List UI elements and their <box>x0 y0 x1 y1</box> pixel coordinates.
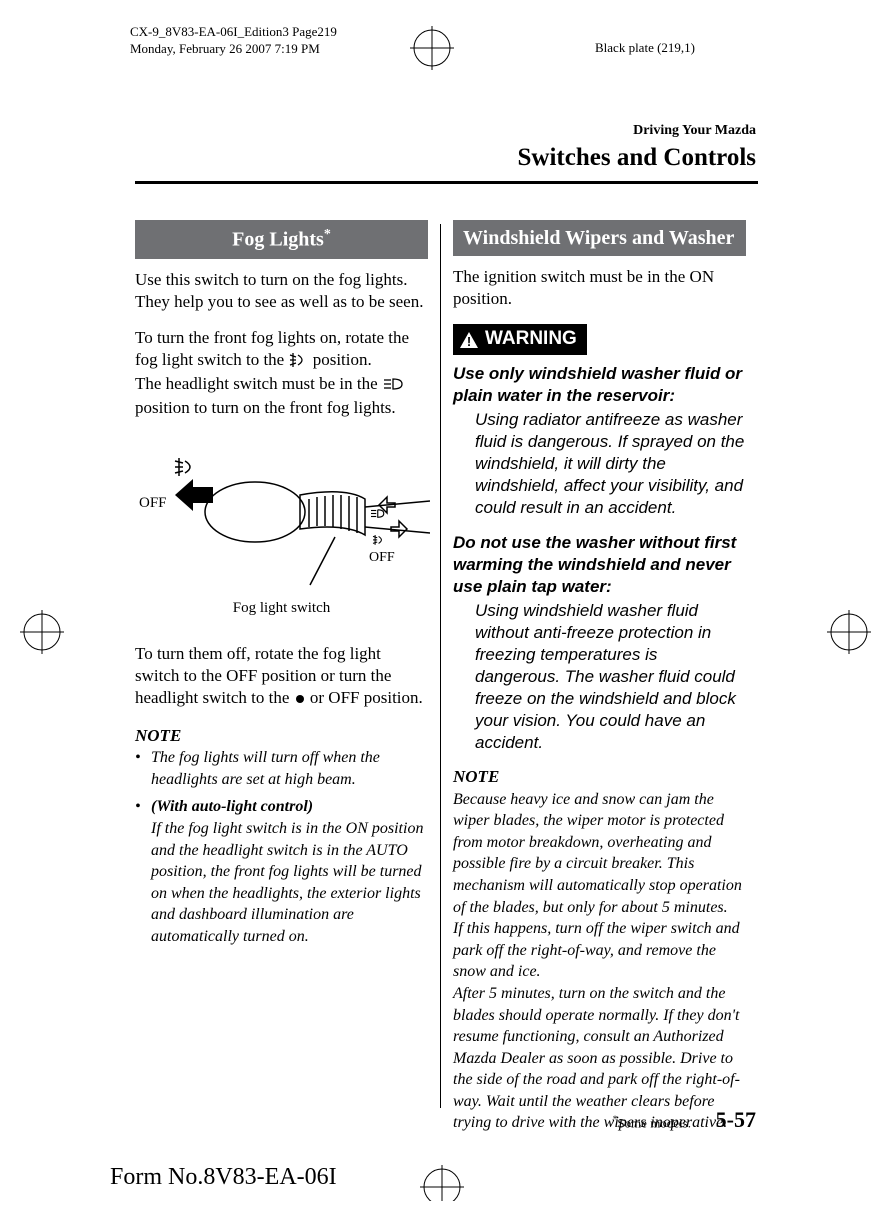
fog-light-symbol-icon <box>288 351 308 373</box>
note2-head: (With auto-light control) <box>151 798 313 815</box>
wipers-banner: Windshield Wipers and Washer <box>453 220 746 256</box>
fig-off-label: OFF <box>139 495 167 511</box>
note-item-1: The fog lights will turn off when the he… <box>135 747 428 790</box>
svg-text:OFF: OFF <box>369 550 395 565</box>
note-list-left: The fog lights will turn off when the he… <box>135 747 428 947</box>
note2-body: If the fog light switch is in the ON pos… <box>151 820 423 945</box>
fog-switch-illustration-icon: OFF OFF <box>135 437 430 587</box>
footer-some-models: *Some models. <box>613 1114 691 1132</box>
note-heading-left: NOTE <box>135 725 428 747</box>
header-info: CX-9_8V83-EA-06I_Edition3 Page219 Monday… <box>130 24 337 58</box>
warning-text: WARNING <box>485 327 577 352</box>
footer-page-number: 5-57 <box>716 1106 756 1135</box>
black-plate-label: Black plate (219,1) <box>595 40 695 57</box>
headlight-symbol-icon <box>382 375 404 397</box>
figure-caption: Fog light switch <box>135 599 428 619</box>
form-number: Form No.8V83-EA-06I <box>110 1162 337 1193</box>
warn2-head: Do not use the washer without first warm… <box>453 532 746 598</box>
banner-asterisk: * <box>324 227 331 242</box>
content-columns: Fog Lights* Use this switch to turn on t… <box>135 220 758 1134</box>
fog-p1: Use this switch to turn on the fog light… <box>135 269 428 313</box>
banner-text: Fog Lights <box>232 229 324 251</box>
chapter-supertitle: Driving Your Mazda <box>518 122 756 140</box>
dot-symbol-icon <box>294 689 306 711</box>
registration-mark-right-icon <box>827 610 871 660</box>
fog-lights-banner: Fog Lights* <box>135 220 428 259</box>
registration-mark-left-icon <box>20 610 64 660</box>
header-rule <box>135 181 758 184</box>
right-column: Windshield Wipers and Washer The ignitio… <box>441 220 746 1134</box>
warning-label: ! WARNING <box>453 324 587 355</box>
warn2-body: Using windshield washer fluid without an… <box>475 600 746 755</box>
fog-p4: To turn them off, rotate the fog light s… <box>135 643 428 711</box>
note-body-1: Because heavy ice and snow can jam the w… <box>453 789 746 919</box>
registration-mark-bottom-icon <box>420 1165 464 1207</box>
fog-switch-figure: OFF OFF Fog <box>135 437 428 619</box>
warn1-body: Using radiator antifreeze as washer flui… <box>475 409 746 519</box>
chapter-title: Switches and Controls <box>518 142 756 175</box>
doc-id: CX-9_8V83-EA-06I_Edition3 Page219 <box>130 24 337 41</box>
note-item-2: (With auto-light control) If the fog lig… <box>135 796 428 947</box>
left-column: Fog Lights* Use this switch to turn on t… <box>135 220 440 1134</box>
note-heading-right: NOTE <box>453 766 746 788</box>
registration-mark-top-icon <box>410 26 454 76</box>
fog-p2: To turn the front fog lights on, rotate … <box>135 327 428 419</box>
note-body-3: After 5 minutes, turn on the switch and … <box>453 983 746 1134</box>
note-body-2: If this happens, turn off the wiper swit… <box>453 918 746 983</box>
svg-text:!: ! <box>467 334 471 349</box>
wipers-p1: The ignition switch must be in the ON po… <box>453 266 746 310</box>
warning-triangle-icon: ! <box>459 331 479 349</box>
chapter-header: Driving Your Mazda Switches and Controls <box>518 122 756 175</box>
warn1-head: Use only windshield washer fluid or plai… <box>453 363 746 407</box>
doc-date: Monday, February 26 2007 7:19 PM <box>130 41 337 58</box>
